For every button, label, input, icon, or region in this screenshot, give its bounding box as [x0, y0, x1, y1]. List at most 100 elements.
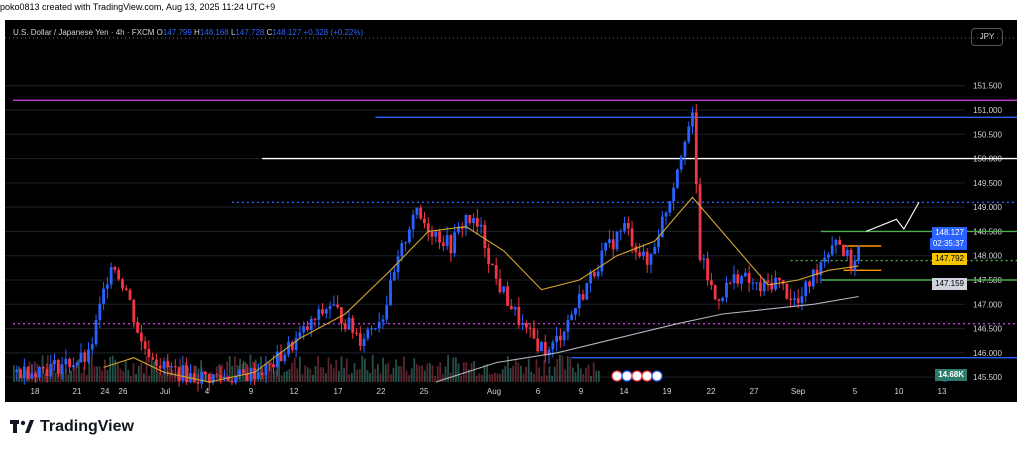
y-tick-label: 146.000	[973, 349, 1002, 358]
high-value: 148.168	[199, 28, 229, 37]
volume-bar	[234, 356, 236, 382]
volume-bar	[566, 356, 569, 382]
volume-bar	[494, 372, 496, 382]
volume-bar	[390, 374, 392, 382]
candle-body	[166, 361, 170, 368]
candle-body	[830, 245, 834, 255]
volume-bar	[444, 366, 447, 382]
candle-body	[558, 335, 562, 341]
volume-bar	[161, 374, 163, 382]
volume-bar	[533, 373, 535, 382]
candle-body	[525, 322, 528, 328]
price-chart[interactable]: 145.500146.000146.500147.000147.500148.0…	[5, 20, 1017, 402]
volume-bar	[132, 363, 135, 382]
candle-body	[30, 373, 34, 379]
x-tick-label: Jul	[160, 387, 170, 396]
candle-body	[709, 280, 713, 286]
candle-body	[109, 267, 113, 285]
volume-bar	[267, 361, 270, 382]
candle-body	[804, 281, 808, 297]
candle-body	[498, 278, 502, 292]
candle-body	[83, 352, 87, 362]
candle-body	[441, 242, 445, 247]
ma-yellow-tag: 147.792	[932, 253, 967, 265]
candle-body	[22, 366, 26, 379]
candle-body	[676, 169, 679, 188]
volume-bar	[106, 370, 109, 382]
volume-bar	[418, 365, 421, 382]
volume-bar	[382, 357, 384, 382]
candle-body	[845, 249, 849, 257]
volume-bar	[301, 374, 304, 382]
volume-bar	[501, 369, 504, 382]
ma-white-line	[435, 295, 859, 383]
candle-body	[181, 365, 185, 381]
candle-body	[759, 282, 762, 292]
candle-body	[834, 240, 838, 246]
candle-body	[468, 215, 472, 224]
x-tick-label: 9	[579, 387, 584, 396]
candle-body	[275, 351, 279, 368]
y-tick-label: 147.000	[973, 300, 1002, 309]
candle-body	[98, 303, 102, 320]
volume-bar	[535, 359, 538, 382]
candle-body	[694, 112, 698, 185]
currency-button[interactable]: JPY	[971, 28, 1003, 46]
volume-bar	[345, 358, 348, 382]
candle-body	[770, 282, 774, 290]
candle-body	[377, 321, 381, 329]
candle-body	[660, 216, 664, 238]
candle-body	[226, 376, 230, 381]
high-label: H	[194, 28, 200, 37]
candle-body	[479, 224, 483, 227]
volume-bar	[538, 367, 540, 382]
volume-bar	[543, 360, 546, 382]
chart-frame[interactable]: 145.500146.000146.500147.000147.500148.0…	[5, 20, 1017, 402]
volume-bar	[75, 362, 78, 382]
candle-body	[853, 260, 857, 271]
volume-bar	[52, 361, 54, 382]
candle-body	[105, 284, 109, 289]
candle-body	[642, 251, 645, 257]
volume-bar	[377, 363, 379, 382]
tradingview-logo[interactable]: TradingView	[10, 417, 134, 437]
candle-body	[204, 372, 207, 375]
candle-body	[457, 226, 460, 233]
y-tick-label: 149.500	[973, 179, 1002, 188]
x-tick-label: 12	[290, 387, 299, 396]
volume-bar	[67, 374, 70, 382]
volume-bar	[483, 365, 486, 382]
candle-body	[808, 281, 811, 287]
volume-bar	[80, 373, 83, 382]
candle-body	[679, 156, 683, 170]
candle-body	[53, 359, 56, 365]
volume-bar	[504, 365, 507, 382]
candle-body	[396, 256, 400, 273]
volume-bar	[553, 366, 556, 382]
candle-body	[589, 272, 592, 284]
volume-bar	[447, 354, 449, 382]
candle-body	[634, 246, 638, 253]
candle-body	[543, 342, 547, 356]
volume-bar	[548, 366, 551, 382]
volume-bar	[293, 357, 296, 382]
volume-bar	[374, 368, 377, 382]
ma-yellow-line	[103, 196, 859, 383]
x-tick-label: 27	[750, 387, 759, 396]
volume-bar	[104, 359, 106, 382]
volume-bar	[299, 356, 301, 382]
candle-body	[649, 254, 653, 265]
candle-body	[321, 309, 324, 314]
candle-body	[366, 329, 370, 339]
volume-bar	[371, 354, 374, 382]
candle-body	[362, 338, 366, 346]
candle-body	[19, 369, 22, 379]
candle-body	[789, 298, 793, 301]
candle-body	[766, 280, 770, 283]
volume-bar	[486, 364, 488, 382]
candle-body	[509, 305, 513, 310]
candle-body	[668, 201, 672, 213]
candle-body	[423, 218, 426, 224]
volume-bar	[559, 354, 561, 382]
volume-bar	[392, 367, 395, 382]
